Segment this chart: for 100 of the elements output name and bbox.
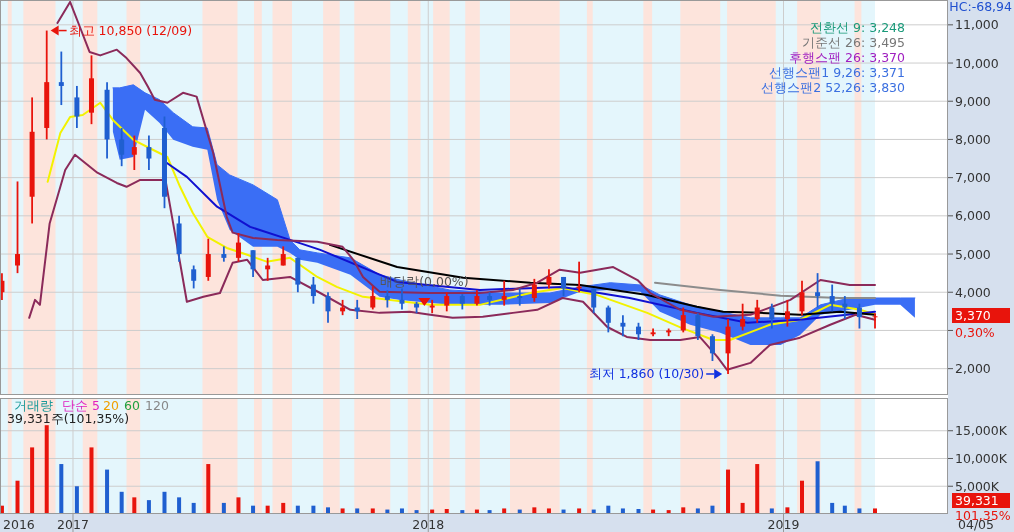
bar bbox=[355, 508, 360, 514]
text: 0,30% bbox=[955, 325, 995, 340]
bar bbox=[815, 461, 820, 514]
candlestick bbox=[384, 289, 390, 309]
bar bbox=[206, 464, 211, 514]
bar bbox=[800, 480, 804, 514]
y-tick-label: 8,000 bbox=[955, 131, 991, 147]
bar bbox=[74, 486, 79, 514]
candlestick bbox=[265, 256, 271, 282]
candlestick bbox=[709, 333, 715, 362]
bar bbox=[105, 469, 110, 514]
bar bbox=[89, 447, 94, 514]
annotation: 120 bbox=[145, 398, 169, 413]
candlestick bbox=[546, 268, 552, 290]
candlestick bbox=[829, 283, 835, 313]
y-tick-label: 10,000K bbox=[955, 451, 1008, 466]
candlestick bbox=[501, 279, 507, 307]
candlestick bbox=[680, 306, 686, 334]
bar bbox=[162, 491, 167, 514]
y-tick-label: 11,000 bbox=[955, 17, 999, 33]
annotation: 선행스팬2 52,26: 3,830 bbox=[761, 80, 906, 95]
candlestick bbox=[591, 287, 597, 315]
candlestick bbox=[872, 312, 878, 330]
candlestick bbox=[769, 302, 775, 330]
candlestick bbox=[119, 127, 125, 168]
candlestick bbox=[842, 295, 848, 320]
bar bbox=[132, 497, 137, 514]
candlestick bbox=[15, 180, 21, 275]
candlestick bbox=[74, 85, 80, 129]
annotation: 최저 1,860 (10/30) bbox=[588, 366, 705, 382]
bar bbox=[370, 508, 375, 514]
candlestick bbox=[754, 298, 760, 324]
candlestick bbox=[250, 249, 256, 278]
bar bbox=[30, 447, 35, 514]
text: HC:-68,94 bbox=[949, 0, 1013, 14]
y-tick-label: 2,000 bbox=[955, 361, 991, 377]
x-tick-label: 2019 bbox=[767, 517, 800, 532]
candlestick bbox=[695, 312, 701, 341]
bar bbox=[695, 508, 700, 514]
candlestick bbox=[444, 291, 450, 313]
annotation: 39,331주(101,35%) bbox=[7, 411, 130, 426]
candlestick bbox=[370, 285, 376, 311]
candlestick bbox=[205, 237, 211, 282]
bar bbox=[740, 502, 745, 514]
candlestick bbox=[146, 134, 152, 171]
text: 3,370 bbox=[955, 308, 991, 323]
bar bbox=[830, 502, 835, 514]
candlestick bbox=[620, 314, 626, 338]
bar bbox=[340, 508, 345, 514]
y-tick-label: 5,000 bbox=[955, 246, 991, 262]
y-tick-label: 10,000 bbox=[955, 55, 999, 71]
bar bbox=[236, 497, 241, 514]
candlestick bbox=[325, 291, 331, 324]
bar bbox=[546, 508, 551, 514]
bar bbox=[15, 480, 20, 514]
x-tick-label: 2017 bbox=[57, 517, 89, 532]
text: 2016 bbox=[3, 517, 35, 532]
line-series bbox=[654, 281, 876, 299]
candlestick bbox=[310, 276, 316, 305]
annotation: 후행스팬 26: 3,370 bbox=[789, 50, 906, 65]
candlestick bbox=[740, 302, 746, 332]
bar bbox=[146, 500, 151, 514]
y-tick-label: 7,000 bbox=[955, 170, 991, 186]
candlestick bbox=[399, 287, 405, 311]
annotation: 전환선 9: 3,248 bbox=[810, 20, 906, 35]
candlestick bbox=[799, 279, 805, 317]
bar bbox=[119, 491, 124, 514]
y-tick-label: 5,000K bbox=[955, 478, 1000, 494]
bar bbox=[281, 502, 286, 514]
annotation: 선행스팬1 9,26: 3,371 bbox=[769, 65, 905, 80]
candlestick bbox=[815, 272, 821, 309]
candlestick bbox=[531, 277, 537, 303]
bar bbox=[502, 508, 507, 514]
annotation: 기준선 26: 3,495 bbox=[802, 35, 905, 50]
candlestick bbox=[58, 50, 64, 106]
annotation: 20 bbox=[103, 398, 119, 413]
bar bbox=[59, 464, 64, 514]
text: 39,331 bbox=[955, 493, 999, 508]
y-tick-label: 4,000 bbox=[955, 284, 991, 300]
y-tick-label: 6,000 bbox=[955, 208, 991, 224]
bar bbox=[191, 502, 196, 514]
bar bbox=[177, 497, 182, 514]
bar bbox=[620, 508, 625, 514]
bar bbox=[399, 508, 404, 514]
candlestick bbox=[235, 232, 241, 263]
annotation: 단순 5 bbox=[62, 398, 100, 413]
bar bbox=[769, 508, 774, 514]
bar bbox=[44, 425, 49, 514]
candlestick bbox=[131, 134, 137, 171]
bar bbox=[755, 464, 760, 514]
candlestick bbox=[191, 264, 197, 290]
candlestick bbox=[856, 302, 862, 330]
annotation: 거래량 bbox=[14, 398, 53, 413]
bar bbox=[873, 508, 877, 514]
bar bbox=[577, 508, 582, 514]
bar bbox=[857, 508, 862, 514]
annotation: 60 bbox=[124, 398, 140, 413]
candlestick bbox=[429, 298, 435, 315]
bar bbox=[726, 469, 731, 514]
candlestick bbox=[605, 304, 611, 334]
